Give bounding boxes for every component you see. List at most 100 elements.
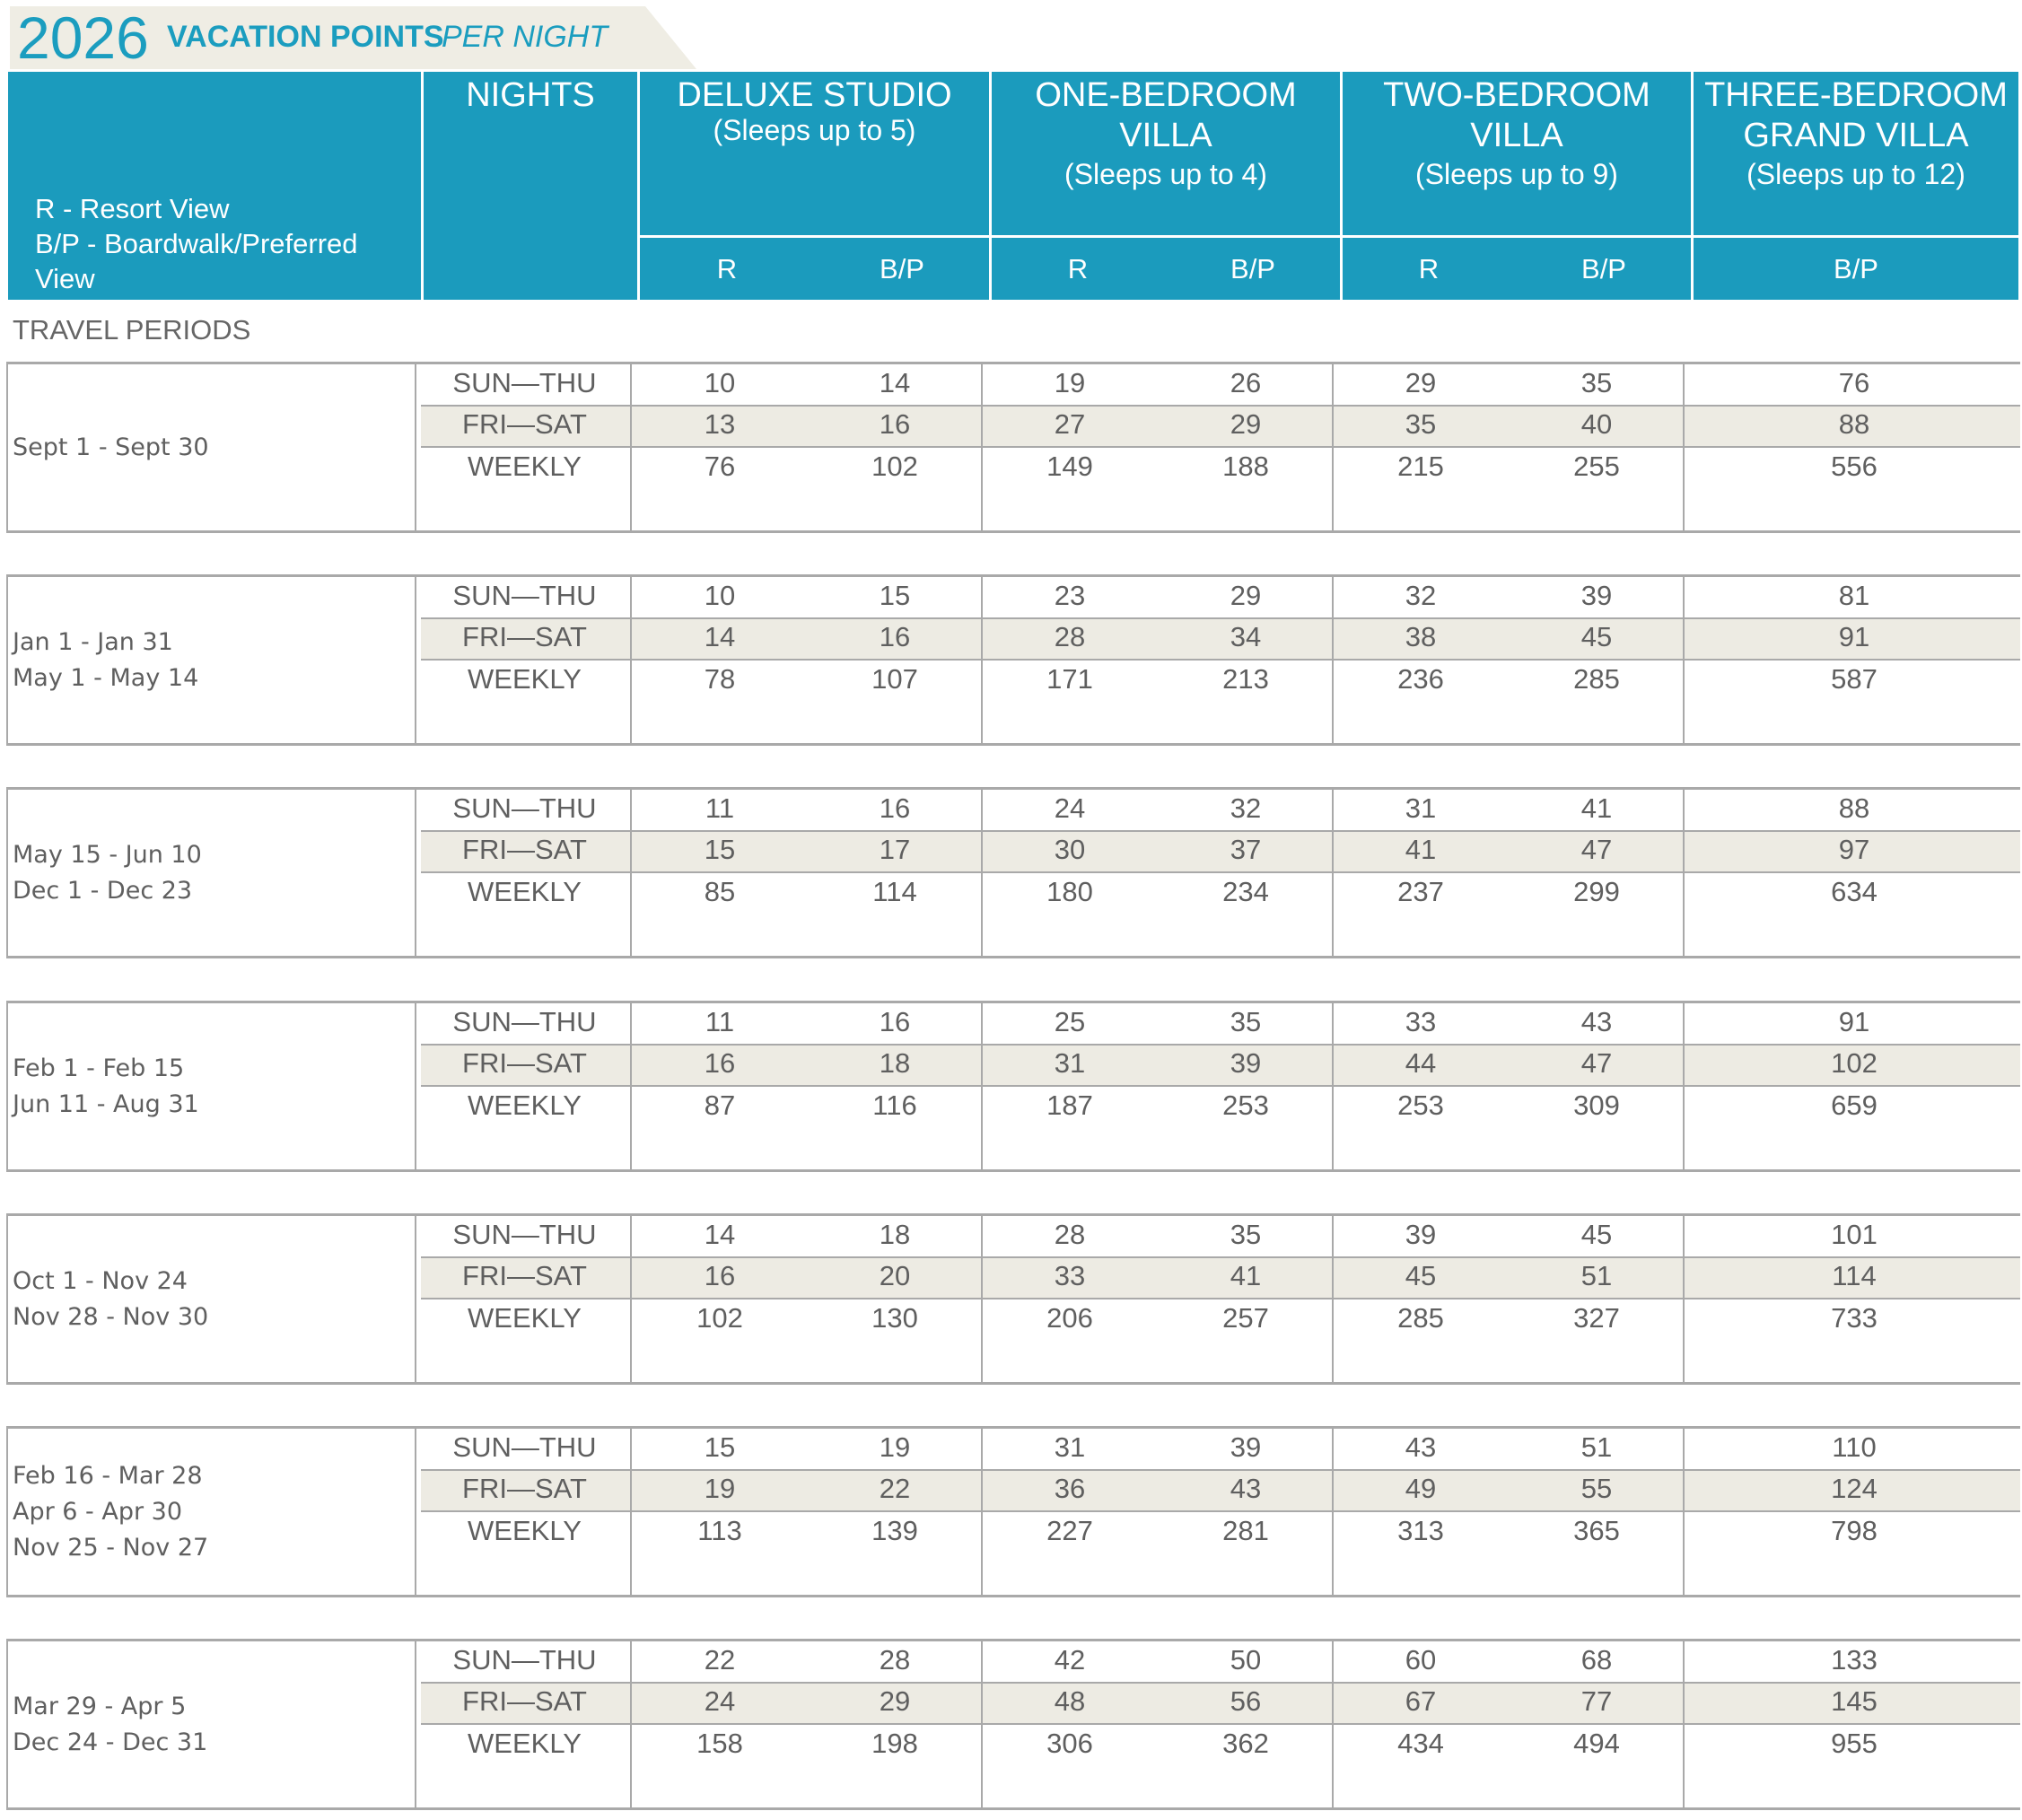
fri-sat-band xyxy=(421,1256,2020,1299)
points-cell: 187 xyxy=(1046,1089,1093,1121)
points-cell: 10 xyxy=(704,367,736,398)
points-cell: 31 xyxy=(1054,1047,1086,1079)
period-dates: May 15 - Jun 10 Dec 1 - Dec 23 xyxy=(13,837,202,909)
view-column-label: R xyxy=(1418,253,1440,284)
points-cell: 39 xyxy=(1230,1431,1262,1463)
points-cell: 798 xyxy=(1831,1515,1878,1546)
period-dates: Feb 16 - Mar 28 Apr 6 - Apr 30 Nov 25 - No… xyxy=(13,1458,208,1566)
points-cell: 107 xyxy=(871,663,918,695)
points-cell: 16 xyxy=(879,621,911,652)
room-type-sleeps: (Sleeps up to 5) xyxy=(713,114,916,146)
points-cell: 114 xyxy=(872,876,917,907)
points-cell: 102 xyxy=(1831,1047,1878,1079)
points-cell: 15 xyxy=(879,580,911,611)
fri-sat-band xyxy=(421,405,2020,448)
legend-line: View xyxy=(35,263,95,294)
night-type-label: SUN—THU xyxy=(452,1006,597,1037)
points-cell: 234 xyxy=(1222,876,1269,907)
night-type-label: SUN—THU xyxy=(452,1431,597,1463)
travel-period-block: Mar 29 - Apr 5 Dec 24 - Dec 31 SUN—THU 22 28… xyxy=(6,1639,2020,1810)
points-cell: 659 xyxy=(1831,1089,1878,1121)
points-cell: 28 xyxy=(879,1644,911,1676)
points-cell: 15 xyxy=(704,1431,736,1463)
room-type-sleeps: (Sleeps up to 9) xyxy=(1415,158,1618,190)
travel-period-block: Sept 1 - Sept 30 SUN—THU 10 14 19 26 29 35 76 FRI… xyxy=(6,362,2020,533)
points-cell: 16 xyxy=(704,1047,736,1079)
points-cell: 30 xyxy=(1054,834,1086,865)
points-cell: 215 xyxy=(1397,451,1444,482)
period-date-range: Nov 28 - Nov 30 xyxy=(13,1303,209,1331)
points-cell: 10 xyxy=(704,580,736,611)
points-cell: 309 xyxy=(1573,1089,1620,1121)
points-cell: 22 xyxy=(879,1473,911,1504)
points-cell: 50 xyxy=(1230,1644,1262,1676)
fri-sat-band xyxy=(421,830,2020,873)
points-cell: 16 xyxy=(704,1260,736,1291)
points-cell: 56 xyxy=(1230,1685,1262,1717)
points-cell: 733 xyxy=(1831,1302,1878,1334)
points-cell: 45 xyxy=(1405,1260,1437,1291)
night-type-label: WEEKLY xyxy=(468,1302,582,1334)
points-cell: 68 xyxy=(1580,1644,1613,1676)
banner-title: VACATION POINTS xyxy=(167,20,444,54)
points-cell: 19 xyxy=(1054,367,1086,398)
night-type-label: FRI—SAT xyxy=(462,834,587,865)
points-cell: 22 xyxy=(704,1644,736,1676)
points-cell: 88 xyxy=(1838,408,1870,440)
points-cell: 51 xyxy=(1580,1260,1613,1291)
points-cell: 237 xyxy=(1397,876,1444,907)
night-type-label: SUN—THU xyxy=(452,1644,597,1676)
points-cell: 365 xyxy=(1573,1515,1620,1546)
points-cell: 15 xyxy=(704,834,736,865)
period-date-range: Dec 24 - Dec 31 xyxy=(13,1728,208,1756)
fri-sat-band xyxy=(421,1682,2020,1725)
points-cell: 556 xyxy=(1831,451,1878,482)
view-column-label: R xyxy=(716,253,738,284)
period-dates: Sept 1 - Sept 30 xyxy=(13,430,209,466)
night-type-label: WEEKLY xyxy=(468,876,582,907)
period-dates: Oct 1 - Nov 24 Nov 28 - Nov 30 xyxy=(13,1264,208,1335)
fri-sat-band xyxy=(421,617,2020,661)
points-cell: 91 xyxy=(1838,621,1870,652)
points-cell: 29 xyxy=(879,1685,911,1717)
points-cell: 133 xyxy=(1831,1644,1878,1676)
period-date-range: Nov 25 - Nov 27 xyxy=(13,1534,209,1562)
points-cell: 97 xyxy=(1838,834,1870,865)
points-cell: 17 xyxy=(879,834,911,865)
points-cell: 299 xyxy=(1573,876,1620,907)
points-cell: 236 xyxy=(1397,663,1444,695)
points-cell: 78 xyxy=(704,663,736,695)
nights-header: NIGHTS xyxy=(466,76,595,114)
points-cell: 11 xyxy=(705,1006,735,1037)
points-cell: 285 xyxy=(1573,663,1620,695)
points-cell: 49 xyxy=(1405,1473,1437,1504)
points-cell: 32 xyxy=(1230,792,1262,824)
points-cell: 110 xyxy=(1832,1431,1877,1463)
points-cell: 81 xyxy=(1838,580,1870,611)
points-cell: 494 xyxy=(1573,1728,1620,1759)
points-cell: 139 xyxy=(871,1515,918,1546)
points-cell: 41 xyxy=(1405,834,1437,865)
night-type-label: FRI—SAT xyxy=(462,1047,587,1079)
night-type-label: WEEKLY xyxy=(468,1515,582,1546)
period-date-range: Jan 1 - Jan 31 xyxy=(13,628,173,656)
points-cell: 91 xyxy=(1838,1006,1870,1037)
points-cell: 257 xyxy=(1222,1302,1269,1334)
points-cell: 35 xyxy=(1230,1219,1262,1250)
points-cell: 33 xyxy=(1054,1260,1086,1291)
points-cell: 55 xyxy=(1580,1473,1613,1504)
period-date-range: Sept 1 - Sept 30 xyxy=(13,433,209,461)
points-cell: 51 xyxy=(1580,1431,1613,1463)
night-type-label: FRI—SAT xyxy=(462,621,587,652)
points-cell: 149 xyxy=(1046,451,1093,482)
points-cell: 130 xyxy=(871,1302,918,1334)
points-cell: 101 xyxy=(1831,1219,1878,1250)
points-cell: 11 xyxy=(705,792,735,824)
period-date-range: Mar 29 - Apr 5 xyxy=(13,1693,187,1720)
points-cell: 213 xyxy=(1222,663,1269,695)
night-type-label: SUN—THU xyxy=(452,1219,597,1250)
points-cell: 39 xyxy=(1405,1219,1437,1250)
room-type-name: THREE-BEDROOM xyxy=(1704,76,2008,114)
legend-line: R - Resort View xyxy=(35,193,230,224)
view-column-label: B/P xyxy=(1581,253,1626,284)
